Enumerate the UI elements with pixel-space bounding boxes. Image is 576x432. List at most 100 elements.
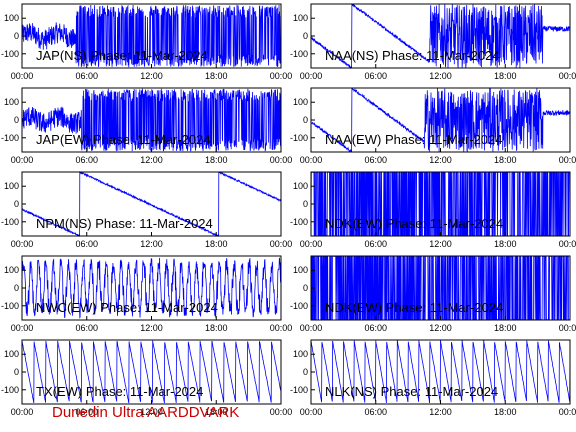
x-tick-label: 12:00 bbox=[140, 71, 163, 81]
x-tick-label: 06:00 bbox=[364, 323, 387, 333]
x-tick-label: 00:00 bbox=[300, 323, 323, 333]
y-tick-label: 100 bbox=[293, 181, 308, 191]
x-tick-label: 00:00 bbox=[270, 155, 293, 165]
y-tick-label: 0 bbox=[303, 115, 308, 125]
y-tick-label: 0 bbox=[14, 31, 19, 41]
x-tick-label: 12:00 bbox=[429, 155, 452, 165]
y-tick-label: 0 bbox=[303, 199, 308, 209]
x-tick-label: 18:00 bbox=[205, 239, 228, 249]
panel-title: JAP(NS) Phase: 11-Mar-2024 bbox=[36, 48, 208, 63]
y-tick-label: 0 bbox=[303, 31, 308, 41]
x-tick-label: 12:00 bbox=[140, 407, 163, 417]
panel-title: NWC(EW) Phase: 11-Mar-2024 bbox=[36, 300, 218, 315]
y-tick-label: -100 bbox=[290, 385, 308, 395]
x-tick-label: 06:00 bbox=[75, 155, 98, 165]
x-tick-label: 18:00 bbox=[205, 407, 228, 417]
x-tick-label: 00:00 bbox=[559, 155, 576, 165]
y-tick-label: 100 bbox=[4, 97, 19, 107]
y-tick-label: 100 bbox=[293, 13, 308, 23]
phase-trace bbox=[21, 257, 282, 319]
x-tick-label: 12:00 bbox=[140, 155, 163, 165]
y-tick-label: -100 bbox=[290, 49, 308, 59]
y-tick-label: 100 bbox=[4, 13, 19, 23]
panel-title: NAA(EW) Phase: 11-Mar-2024 bbox=[325, 132, 503, 147]
panel-8: 1000-10000:0006:0012:0018:0000:00NDK(EW)… bbox=[290, 255, 576, 333]
y-tick-label: 100 bbox=[4, 265, 19, 275]
x-tick-label: 00:00 bbox=[300, 71, 323, 81]
panel-title: NDK(EW) Phase: 11-Mar-2024 bbox=[325, 300, 503, 315]
y-tick-label: 100 bbox=[293, 265, 308, 275]
x-tick-label: 06:00 bbox=[364, 155, 387, 165]
panel-6: 1000-10000:0006:0012:0018:0000:00NDK(EW)… bbox=[290, 171, 576, 249]
y-tick-label: 100 bbox=[293, 349, 308, 359]
y-tick-label: 100 bbox=[293, 97, 308, 107]
x-tick-label: 12:00 bbox=[429, 239, 452, 249]
y-tick-label: 0 bbox=[14, 283, 19, 293]
x-tick-label: 18:00 bbox=[205, 71, 228, 81]
x-tick-label: 12:00 bbox=[429, 71, 452, 81]
x-tick-label: 06:00 bbox=[75, 407, 98, 417]
x-tick-label: 18:00 bbox=[494, 155, 517, 165]
x-tick-label: 06:00 bbox=[75, 239, 98, 249]
y-tick-label: -100 bbox=[1, 217, 19, 227]
phase-trace bbox=[310, 3, 571, 70]
x-tick-label: 00:00 bbox=[559, 239, 576, 249]
x-tick-label: 18:00 bbox=[494, 407, 517, 417]
x-tick-label: 12:00 bbox=[429, 323, 452, 333]
phase-trace bbox=[310, 87, 571, 153]
x-tick-label: 18:00 bbox=[205, 323, 228, 333]
panel-10: 1000-10000:0006:0012:0018:0000:00NLK(NS)… bbox=[290, 339, 576, 417]
x-tick-label: 00:00 bbox=[300, 239, 323, 249]
panel-2: 1000-10000:0006:0012:0018:0000:00NAA(NS)… bbox=[290, 3, 576, 81]
x-tick-label: 00:00 bbox=[300, 155, 323, 165]
y-tick-label: -100 bbox=[1, 133, 19, 143]
x-tick-label: 00:00 bbox=[11, 155, 34, 165]
x-tick-label: 00:00 bbox=[559, 407, 576, 417]
x-tick-label: 00:00 bbox=[11, 407, 34, 417]
x-tick-label: 12:00 bbox=[429, 407, 452, 417]
y-tick-label: -100 bbox=[290, 133, 308, 143]
phase-trace bbox=[21, 4, 282, 68]
x-tick-label: 12:00 bbox=[140, 323, 163, 333]
x-tick-label: 00:00 bbox=[270, 407, 293, 417]
x-tick-label: 18:00 bbox=[494, 239, 517, 249]
y-tick-label: 100 bbox=[4, 349, 19, 359]
x-tick-label: 18:00 bbox=[205, 155, 228, 165]
panel-title: TX(EW) Phase: 11-Mar-2024 bbox=[36, 384, 203, 399]
panel-title: JAP(EW) Phase: 11-Mar-2024 bbox=[36, 132, 211, 147]
x-tick-label: 06:00 bbox=[364, 239, 387, 249]
x-tick-label: 00:00 bbox=[270, 71, 293, 81]
panel-4: 1000-10000:0006:0012:0018:0000:00NAA(EW)… bbox=[290, 87, 576, 165]
panel-title: NLK(NS) Phase: 11-Mar-2024 bbox=[325, 384, 498, 399]
panel-title: NPM(NS) Phase: 11-Mar-2024 bbox=[36, 216, 213, 231]
y-tick-label: -100 bbox=[290, 217, 308, 227]
y-tick-label: 100 bbox=[4, 181, 19, 191]
x-tick-label: 06:00 bbox=[75, 71, 98, 81]
x-tick-label: 06:00 bbox=[364, 407, 387, 417]
y-tick-label: 0 bbox=[14, 115, 19, 125]
x-tick-label: 00:00 bbox=[11, 239, 34, 249]
phase-trace bbox=[21, 87, 282, 152]
x-tick-label: 18:00 bbox=[494, 323, 517, 333]
y-tick-label: 0 bbox=[303, 367, 308, 377]
panel-title: NDK(EW) Phase: 11-Mar-2024 bbox=[325, 216, 503, 231]
phase-trace bbox=[21, 171, 282, 238]
y-tick-label: 0 bbox=[303, 283, 308, 293]
x-tick-label: 18:00 bbox=[494, 71, 517, 81]
panel-title: NAA(NS) Phase: 11-Mar-2024 bbox=[325, 48, 500, 63]
x-tick-label: 06:00 bbox=[364, 71, 387, 81]
x-tick-label: 00:00 bbox=[270, 239, 293, 249]
y-tick-label: 0 bbox=[14, 199, 19, 209]
y-tick-label: -100 bbox=[290, 301, 308, 311]
x-tick-label: 06:00 bbox=[75, 323, 98, 333]
footer-label: Dunedin Ultra AARDDVARK bbox=[52, 404, 240, 421]
y-tick-label: -100 bbox=[1, 49, 19, 59]
phase-trace bbox=[21, 340, 282, 404]
y-tick-label: -100 bbox=[1, 301, 19, 311]
